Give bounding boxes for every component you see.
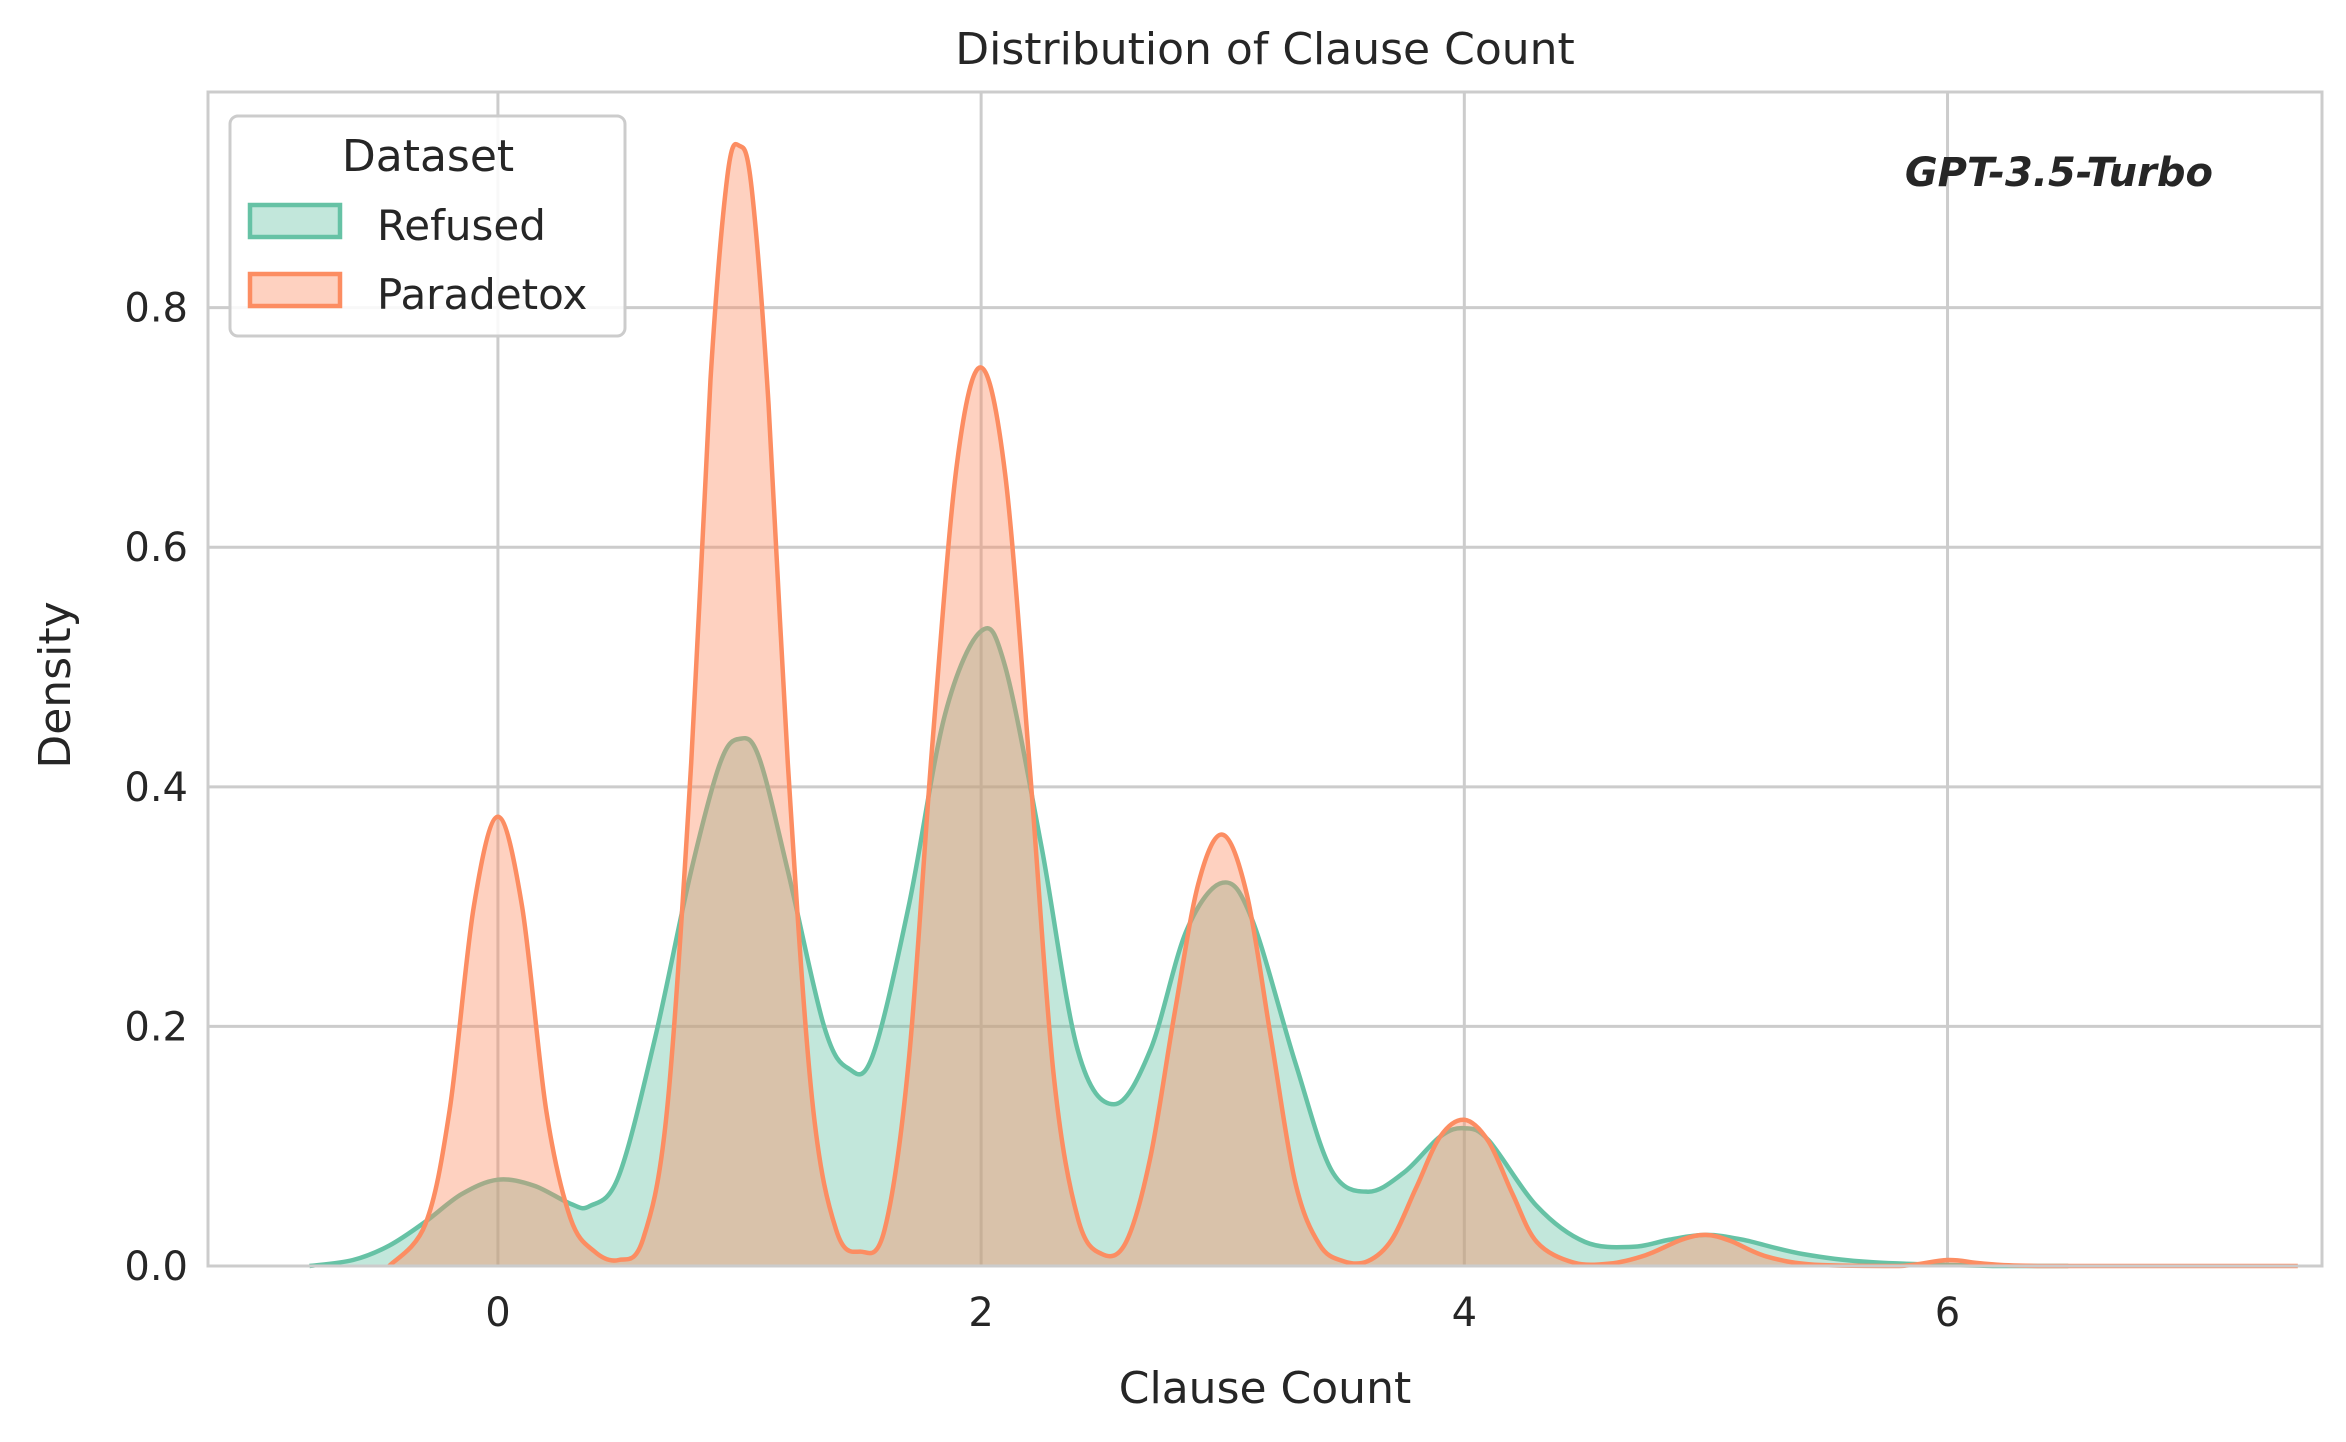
y-tick-label: 0.0 [124,1244,188,1290]
y-tick-labels: 0.0 0.2 0.4 0.6 0.8 [124,286,188,1290]
x-tick-label: 2 [968,1290,993,1336]
plot-frame [206,90,2324,1268]
y-tick-label: 0.2 [124,1004,188,1050]
chart-title: Distribution of Clause Count [955,24,1575,75]
series-area-refused [309,628,2069,1266]
series-area-paradetox [389,144,2298,1267]
series-line-paradetox [387,141,2298,1269]
x-tick-label: 4 [1452,1290,1477,1336]
legend-label-refused: Refused [377,201,546,250]
series-layer [309,141,2298,1269]
y-axis-label: Density [30,601,81,768]
x-axis-label: Clause Count [1119,1363,1411,1414]
legend-box [228,114,627,338]
x-tick-labels: 0 2 4 6 [485,1290,1960,1336]
legend-swatch-paradetox [247,271,343,309]
x-tick-label: 6 [1935,1290,1960,1336]
legend: Dataset Refused Paradetox [228,114,627,338]
legend-title: Dataset [342,131,514,182]
model-annotation: GPT-3.5-Turbo [1905,150,2213,196]
y-tick-label: 0.4 [124,765,188,811]
x-tick-label: 0 [485,1290,510,1336]
y-tick-label: 0.6 [124,525,188,571]
legend-swatch-refused [247,202,343,240]
series-line-refused [309,626,2069,1269]
legend-label-paradetox: Paradetox [377,270,587,319]
y-tick-label: 0.8 [124,286,188,332]
